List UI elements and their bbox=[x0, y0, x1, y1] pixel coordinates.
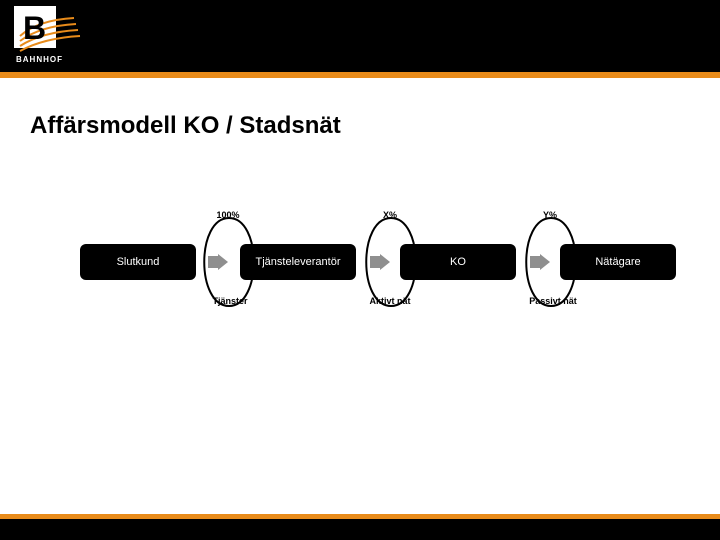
svg-text:BAHNHOF: BAHNHOF bbox=[16, 55, 63, 64]
brand-logo: B BAHNHOF bbox=[14, 6, 82, 66]
header-accent-bar bbox=[0, 72, 720, 78]
arrow-right-icon bbox=[530, 254, 550, 270]
footer-accent-bar bbox=[0, 514, 720, 519]
arrow-right-icon bbox=[370, 254, 390, 270]
arrow-right-icon bbox=[208, 254, 228, 270]
flow-node-tjansteleverantor: Tjänsteleverantör bbox=[240, 244, 356, 280]
flow-node-natagare: Nätägare bbox=[560, 244, 676, 280]
flow-node-ko: KO bbox=[400, 244, 516, 280]
footer-bar bbox=[0, 514, 720, 540]
page-title: Affärsmodell KO / Stadsnät bbox=[30, 112, 341, 140]
business-model-flowchart: 100% X% Y% Slutkund Tjänsteleverantör KO… bbox=[80, 210, 660, 330]
flow-node-slutkund: Slutkund bbox=[80, 244, 196, 280]
header-bar: B BAHNHOF bbox=[0, 0, 720, 78]
svg-text:B: B bbox=[23, 10, 46, 46]
